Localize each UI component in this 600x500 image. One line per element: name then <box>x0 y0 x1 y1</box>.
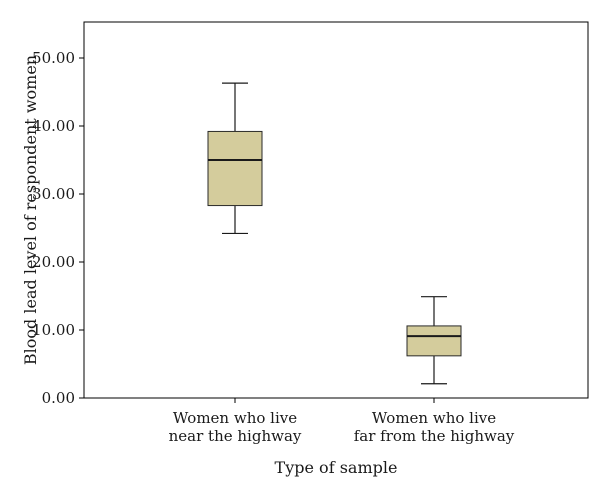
y-tick-label: 10.00 <box>32 321 75 339</box>
y-tick-label: 30.00 <box>32 185 75 203</box>
x-tick-label: Women who live near the highway <box>169 409 302 445</box>
y-axis: 0.00 10.00 20.00 30.00 40.00 50.00 <box>32 49 84 407</box>
x-tick-label-line: far from the highway <box>354 427 515 445</box>
iqr-box <box>406 325 462 357</box>
x-tick-label-line: Women who live <box>372 409 496 427</box>
iqr-box <box>207 130 263 207</box>
x-tick-label-line: Women who live <box>173 409 297 427</box>
y-tick-label: 40.00 <box>32 117 75 135</box>
y-tick-label: 0.00 <box>42 389 75 407</box>
x-tick-label: Women who live far from the highway <box>354 409 515 445</box>
y-tick-label: 20.00 <box>32 253 75 271</box>
y-axis-title: Blood lead level of respondent women <box>21 55 40 365</box>
x-axis-title: Type of sample <box>275 458 398 477</box>
y-tick-label: 50.00 <box>32 49 75 67</box>
box-series <box>207 82 462 385</box>
x-tick-label-line: near the highway <box>169 427 302 445</box>
plot-frame <box>83 21 589 399</box>
